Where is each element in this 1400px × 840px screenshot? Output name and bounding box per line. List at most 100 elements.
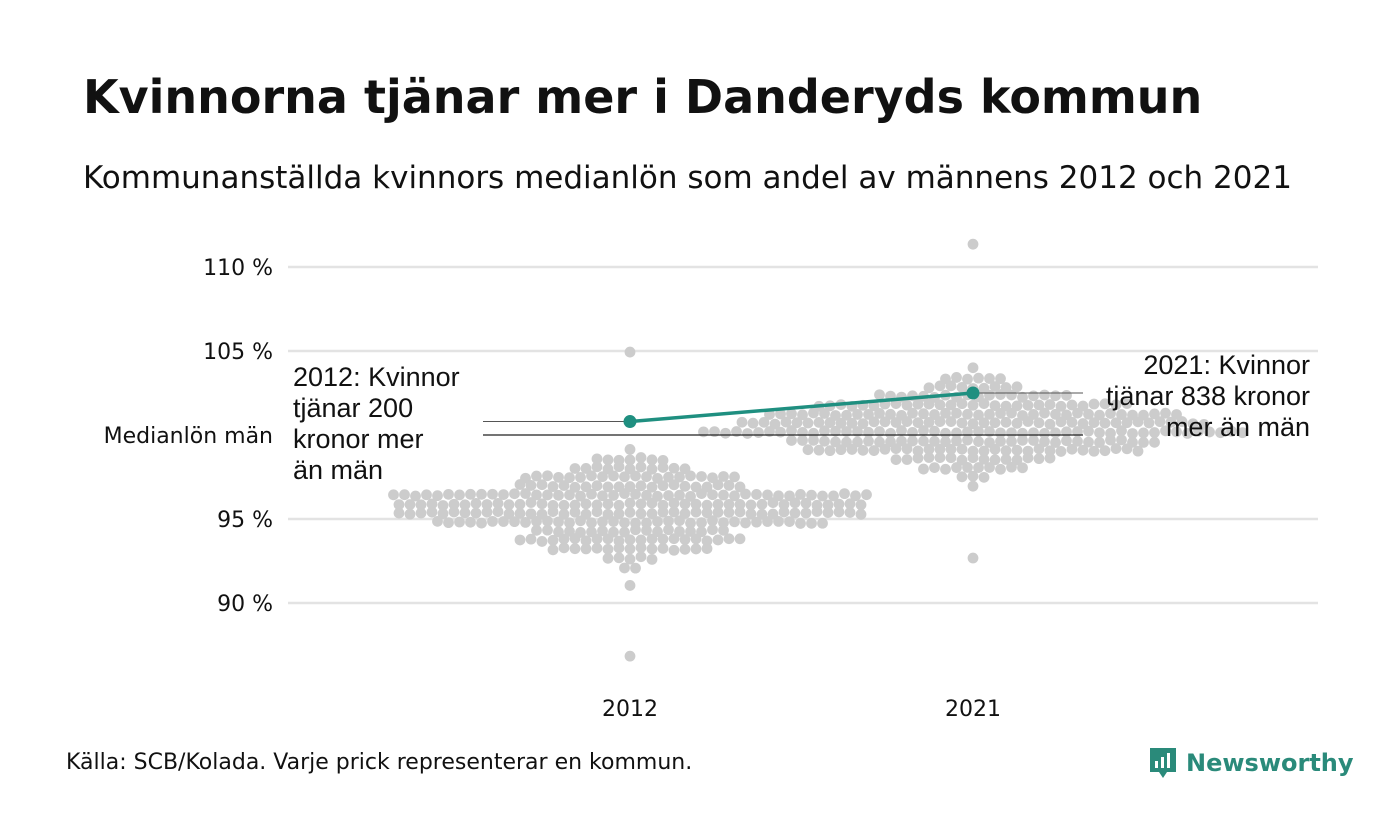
municipality-dot <box>1083 408 1094 420</box>
municipality-dot <box>558 480 570 491</box>
municipality-dot <box>613 461 625 473</box>
municipality-dot <box>874 407 885 419</box>
municipality-dot <box>841 409 852 421</box>
municipality-dot <box>1121 398 1133 409</box>
municipality-dot <box>855 508 867 520</box>
municipality-dot <box>586 517 597 529</box>
municipality-dot <box>525 497 537 508</box>
municipality-dot <box>775 426 786 438</box>
municipality-dot <box>1110 399 1122 411</box>
municipality-dot <box>852 409 863 420</box>
municipality-dot <box>1050 408 1061 420</box>
municipality-dot <box>646 508 658 520</box>
municipality-dot <box>828 490 839 502</box>
municipality-dot <box>558 499 570 511</box>
municipality-dot <box>707 524 718 536</box>
municipality-dot <box>995 373 1006 385</box>
municipality-dot <box>923 452 935 463</box>
municipality-dot <box>819 425 830 437</box>
municipality-dot <box>967 552 979 564</box>
municipality-dot <box>907 407 918 419</box>
municipality-dot <box>912 452 924 464</box>
municipality-dot <box>1160 407 1171 419</box>
municipality-dot <box>769 418 781 430</box>
municipality-dot <box>951 435 962 447</box>
municipality-dot <box>657 506 669 518</box>
municipality-dot <box>690 543 702 555</box>
municipality-dot <box>989 417 1001 429</box>
municipality-dot <box>1083 425 1094 437</box>
municipality-dot <box>1033 443 1045 455</box>
municipality-dot <box>934 380 946 392</box>
municipality-dot <box>1066 416 1078 428</box>
municipality-dot <box>608 470 619 482</box>
municipality-dot <box>780 416 792 428</box>
municipality-dot <box>863 409 874 420</box>
municipality-dot <box>822 499 834 511</box>
municipality-dot <box>945 452 957 464</box>
municipality-dot <box>514 508 526 519</box>
municipality-dot <box>857 418 869 430</box>
municipality-dot <box>912 417 924 428</box>
municipality-dot <box>973 372 984 384</box>
municipality-dot <box>586 470 597 482</box>
municipality-dot <box>901 416 913 427</box>
municipality-dot <box>674 471 685 483</box>
municipality-dot <box>929 435 940 447</box>
y-tick-label: 105 % <box>203 340 273 365</box>
municipality-dot <box>399 489 410 501</box>
municipality-dot <box>443 488 454 500</box>
municipality-dot <box>800 507 812 519</box>
municipality-dot <box>580 543 592 555</box>
municipality-dot <box>797 409 808 421</box>
municipality-dot <box>619 526 630 538</box>
municipality-dot <box>646 497 658 509</box>
municipality-dot <box>558 508 570 520</box>
municipality-dot <box>995 408 1006 419</box>
y-tick-label: 90 % <box>217 592 273 617</box>
municipality-dot <box>1138 436 1149 448</box>
highlight-series <box>623 386 980 429</box>
municipality-dot <box>1083 436 1094 448</box>
x-tick-label: 2021 <box>945 697 1001 722</box>
municipality-dot <box>901 443 913 455</box>
municipality-dot <box>839 488 850 500</box>
municipality-dot <box>1044 418 1056 430</box>
municipality-dot <box>1160 425 1171 437</box>
municipality-dot <box>951 462 962 473</box>
municipality-dot <box>879 443 891 455</box>
municipality-dot <box>885 427 896 439</box>
municipality-dot <box>470 507 482 519</box>
municipality-dot <box>663 515 674 527</box>
municipality-dot <box>586 488 597 500</box>
municipality-dot <box>984 373 995 384</box>
highlight-line-danderyd <box>629 391 974 424</box>
municipality-dot <box>503 508 515 520</box>
municipality-dot <box>1033 399 1045 411</box>
annotation-2012-line: än män <box>293 455 383 485</box>
municipality-dot <box>764 426 775 437</box>
municipality-dot <box>613 508 625 520</box>
municipality-dot <box>646 533 658 545</box>
municipality-dot <box>696 517 707 529</box>
municipality-dot <box>564 517 575 529</box>
municipality-dot <box>1028 435 1039 446</box>
municipality-dot <box>470 498 482 509</box>
municipality-dot <box>723 498 735 510</box>
municipality-dot <box>973 436 984 448</box>
municipality-dot <box>819 408 830 419</box>
municipality-dot <box>951 407 962 419</box>
municipality-dot <box>426 506 438 518</box>
municipality-dot <box>729 490 740 502</box>
municipality-dot <box>591 453 603 465</box>
municipality-dot <box>775 408 786 420</box>
municipality-dot <box>1006 436 1017 447</box>
municipality-dot <box>940 427 951 439</box>
municipality-dot <box>712 498 724 510</box>
x-tick-label: 2012 <box>602 697 658 722</box>
municipality-dot <box>1226 425 1237 437</box>
municipality-dot <box>995 435 1006 447</box>
municipality-dot <box>1099 398 1111 410</box>
municipality-dot <box>668 462 680 474</box>
municipality-dot <box>830 425 841 437</box>
